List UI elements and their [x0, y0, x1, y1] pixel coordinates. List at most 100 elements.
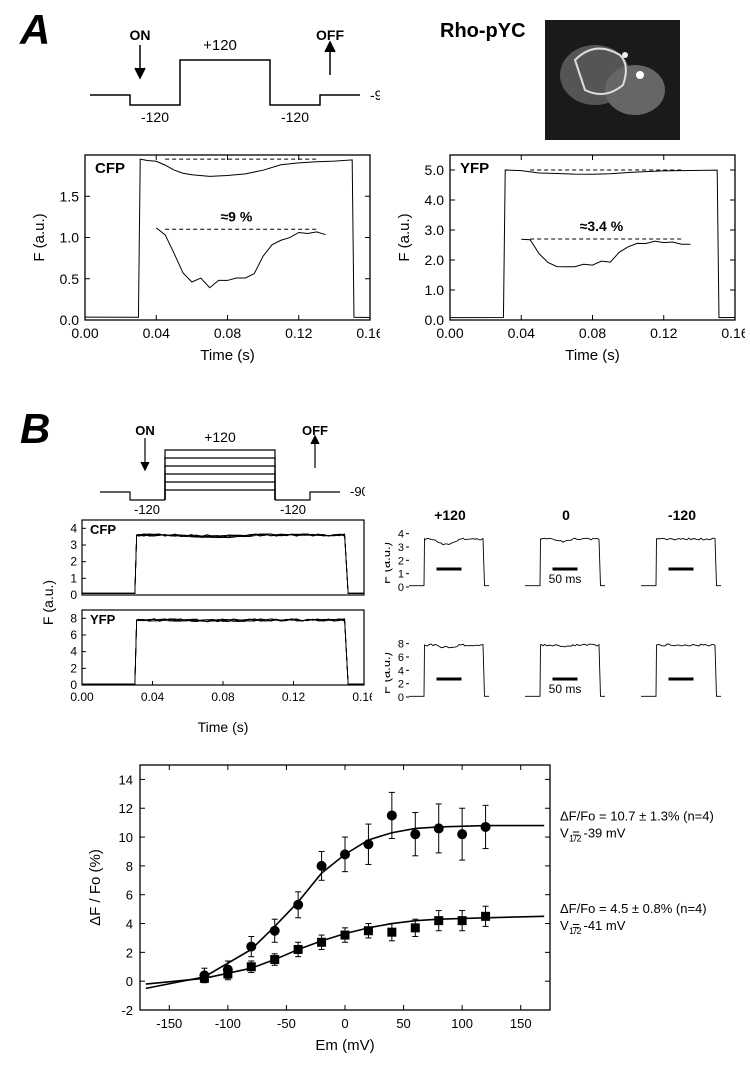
panel-a-label: A	[20, 6, 50, 54]
svg-text:-120: -120	[141, 109, 169, 125]
svg-text:4: 4	[126, 917, 133, 932]
svg-text:F (a.u.): F (a.u.)	[396, 213, 413, 261]
svg-text:-2: -2	[121, 1003, 133, 1018]
svg-text:4.0: 4.0	[425, 192, 445, 208]
svg-text:0.04: 0.04	[143, 325, 170, 341]
svg-text:0.16: 0.16	[721, 325, 745, 341]
svg-text:-120: -120	[280, 502, 306, 515]
svg-text:6: 6	[398, 652, 404, 664]
svg-text:-90: -90	[370, 87, 380, 103]
svg-text:ON: ON	[135, 423, 155, 438]
svg-text:100: 100	[451, 1016, 473, 1031]
svg-text:F (a.u.): F (a.u.)	[42, 580, 56, 625]
svg-text:4: 4	[398, 529, 404, 541]
svg-text:-90: -90	[350, 484, 365, 499]
svg-text:-120: -120	[668, 508, 696, 523]
svg-text:12: 12	[119, 801, 133, 816]
panel-a-cfp-chart: 0.00.51.01.50.000.040.080.120.16Time (s)…	[30, 145, 380, 365]
svg-text:0.00: 0.00	[70, 690, 94, 704]
svg-text:0.04: 0.04	[508, 325, 535, 341]
svg-text:1.5: 1.5	[60, 188, 80, 204]
svg-text:8: 8	[70, 611, 77, 625]
svg-text:0.12: 0.12	[650, 325, 677, 341]
panel-a-protocol: +120 -90 -90 -120 -120 ON OFF	[80, 20, 380, 130]
svg-text:-100: -100	[215, 1016, 241, 1031]
svg-text:-150: -150	[156, 1016, 182, 1031]
svg-text:-120: -120	[281, 109, 309, 125]
svg-text:1: 1	[70, 571, 77, 585]
svg-text:0: 0	[562, 508, 570, 523]
svg-text:0.04: 0.04	[141, 690, 165, 704]
svg-text:0.00: 0.00	[436, 325, 463, 341]
panel-b-mini-traces: +1200-1200123450 msF (a.u.)0246850 msF (…	[385, 508, 735, 733]
svg-text:YFP: YFP	[460, 160, 489, 177]
svg-text:2: 2	[70, 661, 77, 675]
svg-text:8: 8	[126, 859, 133, 874]
svg-text:+120: +120	[203, 37, 237, 54]
svg-text:0.16: 0.16	[352, 690, 372, 704]
svg-text:1/2: 1/2	[569, 834, 582, 844]
svg-text:YFP: YFP	[90, 612, 116, 627]
svg-text:3: 3	[70, 538, 77, 552]
svg-text:1/2: 1/2	[569, 926, 582, 936]
svg-text:Time (s): Time (s)	[565, 347, 619, 364]
panel-b-traces: 01234024680.000.040.080.120.16Time (s)F …	[42, 515, 372, 735]
svg-text:+120: +120	[204, 429, 236, 445]
panel-b-protocol: +120 -90 -90 -120 -120 ON OFF	[95, 420, 365, 515]
svg-text:0: 0	[398, 692, 404, 704]
panel-a-yfp-chart: 0.01.02.03.04.05.00.000.040.080.120.16Ti…	[395, 145, 745, 365]
svg-text:2: 2	[70, 555, 77, 569]
svg-text:Time (s): Time (s)	[200, 347, 254, 364]
svg-text:1.0: 1.0	[60, 230, 80, 246]
rho-label: Rho-pYC	[440, 20, 526, 43]
svg-text:6: 6	[126, 888, 133, 903]
svg-text:0.5: 0.5	[60, 271, 80, 287]
svg-text:50 ms: 50 ms	[549, 572, 582, 586]
svg-text:Time (s): Time (s)	[198, 719, 249, 735]
svg-text:-120: -120	[134, 502, 160, 515]
svg-text:2.0: 2.0	[425, 252, 445, 268]
svg-text:4: 4	[70, 645, 77, 659]
svg-text:10: 10	[119, 830, 133, 845]
svg-text:0.16: 0.16	[356, 325, 380, 341]
svg-text:ΔF/Fo = 10.7 ± 1.3% (n=4): ΔF/Fo = 10.7 ± 1.3% (n=4)	[560, 809, 714, 824]
svg-text:0: 0	[341, 1016, 348, 1031]
svg-text:4: 4	[70, 521, 77, 535]
svg-text:0.12: 0.12	[282, 690, 306, 704]
svg-text:OFF: OFF	[316, 27, 344, 43]
svg-text:1.0: 1.0	[425, 282, 445, 298]
svg-text:ΔF/Fo = 4.5 ± 0.8% (n=4): ΔF/Fo = 4.5 ± 0.8% (n=4)	[560, 901, 707, 916]
svg-text:ΔF / Fo (%): ΔF / Fo (%)	[87, 849, 104, 926]
svg-text:0.08: 0.08	[579, 325, 606, 341]
svg-text:5.0: 5.0	[425, 162, 445, 178]
svg-text:≈9 %: ≈9 %	[221, 208, 253, 224]
svg-text:14: 14	[119, 772, 133, 787]
svg-text:ON: ON	[130, 27, 151, 43]
svg-text:3.0: 3.0	[425, 222, 445, 238]
svg-text:Em (mV): Em (mV)	[315, 1037, 374, 1054]
svg-text:≈3.4 %: ≈3.4 %	[580, 218, 624, 234]
panel-b-sigmoid-chart: -202468101214-150-100-50050100150Em (mV)…	[85, 755, 725, 1055]
svg-text:0.00: 0.00	[71, 325, 98, 341]
svg-text:2: 2	[398, 679, 404, 691]
svg-text:CFP: CFP	[95, 160, 125, 177]
svg-text:4: 4	[398, 665, 404, 677]
svg-text:0: 0	[70, 588, 77, 602]
svg-text:3: 3	[398, 542, 404, 554]
svg-text:2: 2	[126, 945, 133, 960]
svg-text:1: 1	[398, 569, 404, 581]
svg-text:F (a.u.): F (a.u.)	[385, 542, 393, 584]
svg-text:F (a.u.): F (a.u.)	[31, 213, 48, 261]
svg-text:50: 50	[396, 1016, 410, 1031]
panel-b-label: B	[20, 405, 50, 453]
svg-text:0.08: 0.08	[214, 325, 241, 341]
svg-text:0.08: 0.08	[211, 690, 235, 704]
svg-text:8: 8	[398, 639, 404, 651]
svg-text:6: 6	[70, 628, 77, 642]
svg-text:-50: -50	[277, 1016, 296, 1031]
svg-text:0: 0	[398, 582, 404, 594]
svg-text:+120: +120	[434, 508, 466, 523]
svg-text:150: 150	[510, 1016, 532, 1031]
rho-image	[545, 20, 680, 140]
svg-text:F (a.u.): F (a.u.)	[385, 652, 393, 694]
